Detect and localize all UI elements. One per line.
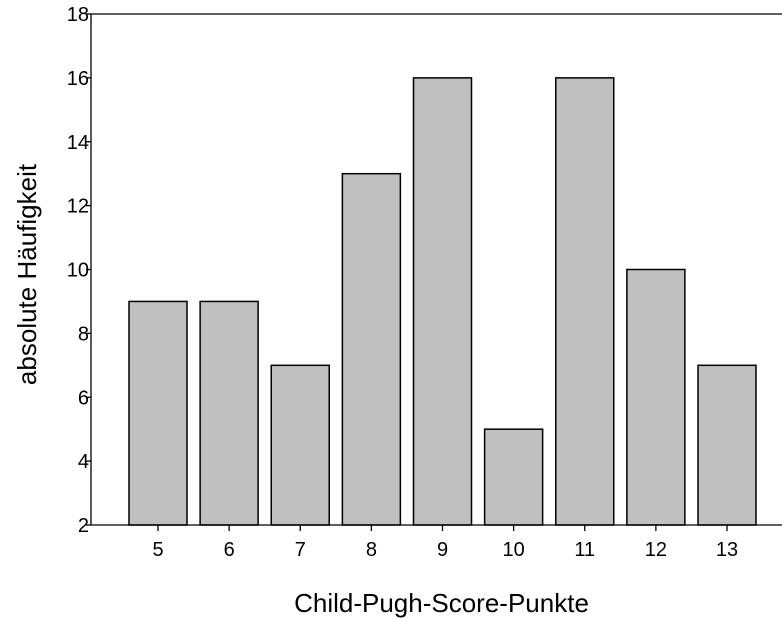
bar-12 — [626, 268, 686, 526]
y-tick-label: 2 — [78, 515, 89, 537]
bar-13 — [697, 364, 757, 526]
y-tick-label: 4 — [78, 451, 89, 473]
x-ticks-group: 5 6 7 8 9 10 11 12 13 — [152, 525, 738, 561]
x-tick-label: 12 — [645, 539, 667, 561]
bar-9 — [412, 77, 473, 526]
y-axis-title: absolute Häufigkeit — [12, 163, 42, 385]
bar-6 — [199, 300, 259, 526]
x-axis-title: Child-Pugh-Score-Punkte — [294, 588, 589, 618]
bar-10 — [483, 428, 544, 526]
y-tick-label: 14 — [67, 132, 89, 154]
x-tick-label: 10 — [503, 539, 525, 561]
bar-7 — [270, 364, 330, 526]
y-tick-label: 10 — [67, 260, 89, 282]
bar-11 — [555, 77, 615, 526]
x-tick-label: 5 — [152, 539, 163, 561]
bars-group — [128, 77, 757, 526]
y-tick-label: 6 — [78, 387, 89, 409]
y-tick-label: 18 — [67, 4, 89, 26]
y-tick-label: 16 — [67, 68, 89, 90]
x-tick-label: 8 — [366, 539, 377, 561]
bar-5 — [128, 300, 188, 526]
y-ticks-group: 2 4 6 8 10 12 14 16 18 — [67, 4, 91, 537]
bar-8 — [341, 172, 402, 526]
y-tick-label: 12 — [67, 196, 89, 218]
x-tick-label: 11 — [574, 539, 595, 561]
x-tick-label: 9 — [437, 539, 448, 561]
x-tick-label: 7 — [295, 539, 306, 561]
x-tick-label: 6 — [224, 539, 235, 561]
x-tick-label: 13 — [716, 539, 738, 561]
y-tick-label: 8 — [78, 323, 89, 345]
